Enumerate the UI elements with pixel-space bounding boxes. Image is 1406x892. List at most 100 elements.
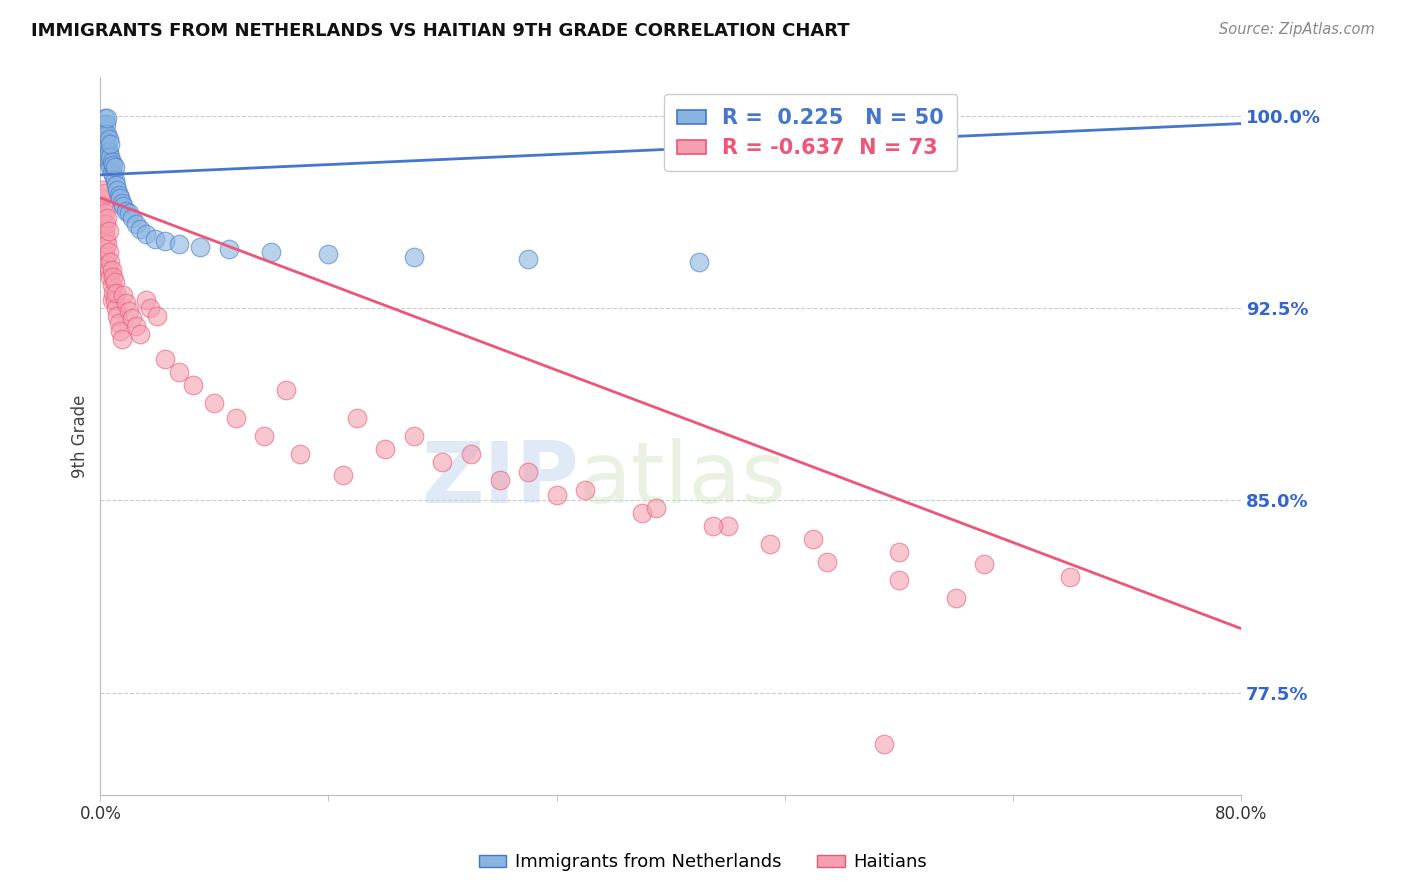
Point bbox=[97, 155, 120, 169]
Point bbox=[153, 352, 176, 367]
Point bbox=[111, 332, 134, 346]
Point bbox=[143, 232, 166, 246]
Point bbox=[167, 237, 190, 252]
Point bbox=[98, 150, 121, 164]
Point bbox=[402, 250, 425, 264]
Point bbox=[90, 127, 112, 141]
Point bbox=[546, 488, 568, 502]
Point bbox=[97, 224, 120, 238]
Point bbox=[91, 217, 114, 231]
Point bbox=[90, 209, 112, 223]
Point bbox=[93, 186, 115, 200]
Point bbox=[96, 112, 118, 126]
Point bbox=[332, 467, 354, 482]
Point bbox=[188, 239, 211, 253]
Point bbox=[135, 227, 157, 241]
Point bbox=[218, 242, 240, 256]
Point bbox=[115, 296, 138, 310]
Point bbox=[125, 217, 148, 231]
Point bbox=[945, 591, 967, 605]
Point bbox=[801, 532, 824, 546]
Point bbox=[94, 139, 117, 153]
Point bbox=[96, 127, 118, 141]
Point bbox=[118, 303, 141, 318]
Point bbox=[91, 183, 114, 197]
Point bbox=[93, 224, 115, 238]
Point bbox=[112, 288, 135, 302]
Point bbox=[105, 285, 128, 300]
Point bbox=[112, 198, 135, 212]
Point bbox=[91, 132, 114, 146]
Point bbox=[91, 198, 114, 212]
Point bbox=[93, 206, 115, 220]
Point bbox=[153, 235, 176, 249]
Text: atlas: atlas bbox=[579, 438, 787, 521]
Text: ZIP: ZIP bbox=[422, 438, 579, 521]
Point bbox=[93, 112, 115, 126]
Point bbox=[98, 270, 121, 285]
Point bbox=[815, 555, 838, 569]
Point bbox=[688, 255, 710, 269]
Point bbox=[887, 544, 910, 558]
Point bbox=[94, 250, 117, 264]
Point bbox=[346, 411, 368, 425]
Legend: Immigrants from Netherlands, Haitians: Immigrants from Netherlands, Haitians bbox=[471, 847, 935, 879]
Point bbox=[108, 188, 131, 202]
Point bbox=[121, 311, 143, 326]
Point bbox=[101, 168, 124, 182]
Point bbox=[274, 383, 297, 397]
Point bbox=[167, 365, 190, 379]
Point bbox=[374, 442, 396, 456]
Point bbox=[96, 258, 118, 272]
Point bbox=[139, 301, 162, 315]
Point bbox=[202, 396, 225, 410]
Point bbox=[90, 191, 112, 205]
Point bbox=[96, 137, 118, 152]
Point bbox=[93, 135, 115, 149]
Point bbox=[97, 262, 120, 277]
Text: Source: ZipAtlas.com: Source: ZipAtlas.com bbox=[1219, 22, 1375, 37]
Point bbox=[107, 309, 129, 323]
Point bbox=[91, 121, 114, 136]
Point bbox=[517, 465, 540, 479]
Point bbox=[488, 473, 510, 487]
Point bbox=[94, 232, 117, 246]
Point bbox=[104, 293, 127, 308]
Point bbox=[318, 247, 340, 261]
Point bbox=[97, 145, 120, 159]
Point bbox=[1059, 570, 1081, 584]
Point bbox=[93, 242, 115, 256]
Point bbox=[101, 270, 124, 285]
Point bbox=[98, 255, 121, 269]
Point bbox=[100, 293, 122, 308]
Point bbox=[146, 309, 169, 323]
Point bbox=[253, 429, 276, 443]
Point bbox=[96, 150, 118, 164]
Point bbox=[101, 285, 124, 300]
Point bbox=[97, 132, 120, 146]
Point bbox=[517, 252, 540, 267]
Point bbox=[110, 324, 132, 338]
Point bbox=[98, 137, 121, 152]
Point bbox=[100, 155, 122, 169]
Point bbox=[105, 178, 128, 192]
Point bbox=[125, 319, 148, 334]
Text: IMMIGRANTS FROM NETHERLANDS VS HAITIAN 9TH GRADE CORRELATION CHART: IMMIGRANTS FROM NETHERLANDS VS HAITIAN 9… bbox=[31, 22, 849, 40]
Point bbox=[100, 278, 122, 293]
Point bbox=[702, 519, 724, 533]
Point bbox=[402, 429, 425, 443]
Point bbox=[129, 326, 152, 341]
Point bbox=[110, 191, 132, 205]
Point bbox=[973, 558, 995, 572]
Point bbox=[94, 129, 117, 144]
Point bbox=[93, 142, 115, 156]
Point bbox=[873, 737, 896, 751]
Point bbox=[108, 317, 131, 331]
Point bbox=[887, 573, 910, 587]
Point bbox=[97, 244, 120, 259]
Point bbox=[181, 378, 204, 392]
Point bbox=[96, 237, 118, 252]
Point bbox=[260, 244, 283, 259]
Point bbox=[93, 127, 115, 141]
Point bbox=[94, 217, 117, 231]
